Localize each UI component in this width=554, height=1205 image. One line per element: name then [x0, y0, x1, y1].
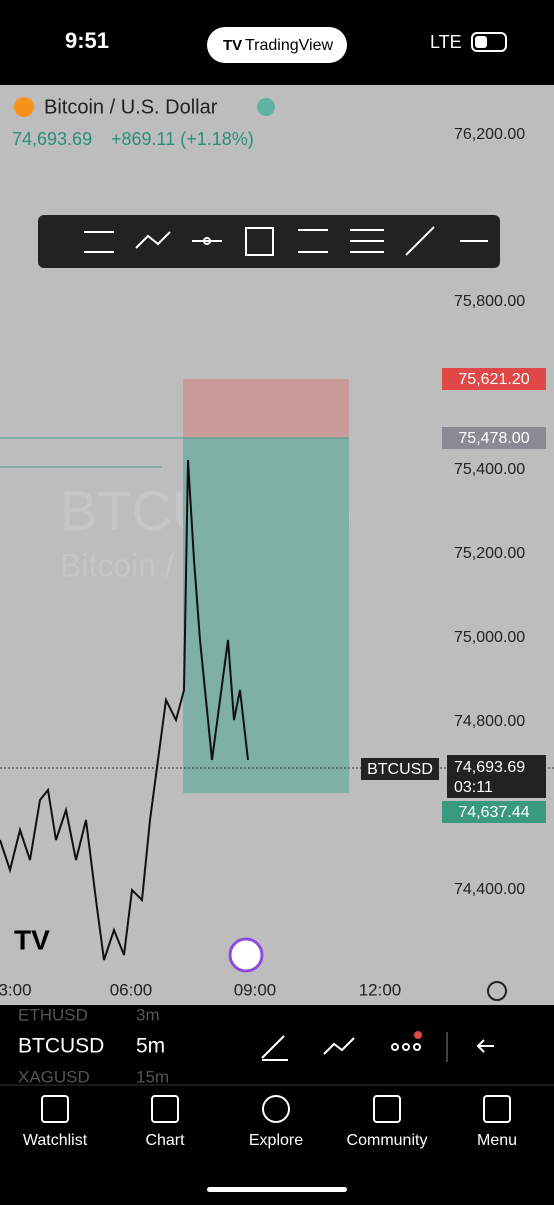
- symbol-name: Bitcoin / U.S. Dollar: [44, 96, 218, 118]
- entry-price: 75,478.00: [458, 430, 529, 447]
- countdown: 03:11: [454, 779, 493, 796]
- stop-price: 75,621.20: [458, 371, 529, 388]
- price-change: +869.11 (+1.18%): [111, 129, 254, 149]
- price-label: 75,400.00: [454, 461, 525, 478]
- drawing-tools: [84, 226, 488, 256]
- tab-icon: [373, 1095, 401, 1123]
- entry-badge: [442, 427, 546, 449]
- tab-icon: [151, 1095, 179, 1123]
- drawing-toolbar[interactable]: [38, 215, 500, 268]
- symbol-bar: [0, 1005, 554, 1085]
- tab-label[interactable]: Watchlist: [23, 1132, 88, 1149]
- stop-zone: [183, 379, 349, 438]
- time: 9:51: [65, 28, 109, 53]
- symbol-interval: 15m: [136, 1067, 169, 1086]
- time-axis: 3:00 06:00 09:00 12:00: [0, 980, 401, 999]
- symbol-ticker: XAGUSD: [18, 1067, 90, 1086]
- chart-actions: [261, 1032, 494, 1062]
- price-label: 76,200.00: [454, 126, 525, 143]
- symbol-ticker: ETHUSD: [18, 1005, 88, 1024]
- tab-icon: [41, 1095, 69, 1123]
- target-price: 74,637.44: [458, 804, 529, 821]
- price-label: 75,200.00: [454, 545, 525, 562]
- app-logo: TV: [223, 37, 242, 54]
- price-label: 74,800.00: [454, 713, 525, 730]
- symbol-interval: 3m: [136, 1005, 160, 1024]
- current-price: 74,693.69: [454, 759, 525, 776]
- tab-label[interactable]: Menu: [477, 1132, 517, 1149]
- price-series: [0, 459, 249, 961]
- settings-button[interactable]: [487, 981, 507, 1001]
- last-price: 74,693.69: [12, 129, 92, 149]
- app-name: TradingView: [245, 37, 333, 54]
- time-label: 12:00: [359, 980, 402, 999]
- price-axis: 76,200.00 75,800.00 75,400.00 75,200.00 75,0…: [454, 126, 525, 898]
- target-zone: [183, 438, 349, 793]
- alert-dot: [414, 1031, 422, 1039]
- stop-badge: [442, 368, 546, 390]
- symbol-tag: [361, 758, 439, 780]
- battery-level: [475, 36, 487, 48]
- tab-label[interactable]: Community: [347, 1132, 428, 1149]
- home-indicator: [207, 1187, 347, 1192]
- app-pill: [207, 27, 347, 63]
- time-label: 3:00: [0, 980, 32, 999]
- tv-logo: TV: [14, 924, 50, 955]
- btc-icon: [14, 97, 34, 117]
- tab-label[interactable]: Explore: [249, 1132, 303, 1149]
- current-badge: [447, 755, 546, 798]
- battery: [471, 32, 507, 52]
- tab-label[interactable]: Chart: [145, 1132, 185, 1149]
- market-status: [257, 98, 275, 116]
- tab-icon: [483, 1095, 511, 1123]
- symbol-tag-text: BTCUSD: [367, 761, 433, 778]
- tab-bar: Watchlist Chart Explore Community Menu: [23, 1095, 517, 1149]
- target-badge: [442, 801, 546, 823]
- tab-icon: [262, 1095, 290, 1123]
- price-label: 74,400.00: [454, 881, 525, 898]
- symbol-interval: 5m: [136, 1035, 165, 1058]
- time-label: 09:00: [234, 980, 277, 999]
- price-label: 75,800.00: [454, 293, 525, 310]
- symbol-list: ETHUSD 3m BTCUSD 5m XAGUSD 15m: [18, 1005, 169, 1086]
- time-label: 06:00: [110, 980, 153, 999]
- assistant-button[interactable]: [228, 937, 264, 973]
- price-label: 75,000.00: [454, 629, 525, 646]
- network: LTE: [430, 32, 462, 52]
- symbol-ticker: BTCUSD: [18, 1035, 104, 1058]
